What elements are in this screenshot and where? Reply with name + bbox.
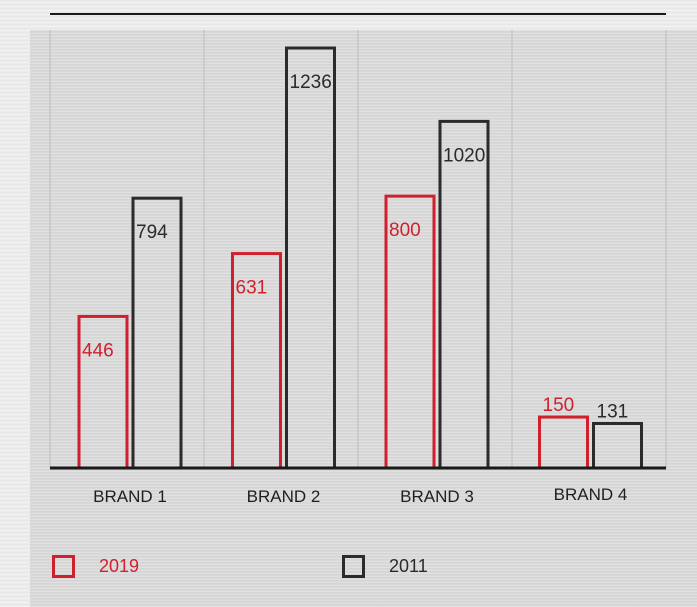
value-label-series-2-cat-4: 131	[597, 401, 629, 422]
legend-item-series-1: 2019	[52, 555, 139, 578]
legend-label-series-2: 2011	[389, 556, 428, 576]
bar-series-2-cat-4	[592, 421, 643, 470]
legend-item-series-2: 2011	[342, 555, 428, 578]
value-label-series-1-cat-1: 446	[82, 340, 114, 361]
bar-series-2-cat-3	[438, 119, 490, 470]
bar-series-2-cat-2	[285, 46, 336, 470]
data-labels: 446 794 631 1236 800 1020 150 131	[82, 72, 628, 422]
value-label-series-2-cat-3: 1020	[443, 145, 485, 166]
chart-panel	[30, 30, 697, 607]
value-label-series-2-cat-2: 1236	[290, 72, 332, 93]
legend-label-series-1: 2019	[99, 556, 140, 576]
value-label-series-1-cat-2: 631	[236, 278, 268, 299]
bars	[77, 46, 643, 470]
value-label-series-2-cat-1: 794	[136, 222, 168, 243]
value-label-series-1-cat-4: 150	[543, 395, 575, 416]
legend: 2019 2011	[52, 555, 652, 583]
category-labels: BRAND 1 BRAND 2 BRAND 3 BRAND 4	[93, 485, 627, 506]
value-label-series-1-cat-3: 800	[389, 220, 421, 241]
bar-series-1-cat-4	[538, 415, 589, 470]
legend-swatch-series-2	[342, 555, 365, 578]
category-label-4: BRAND 4	[554, 485, 628, 504]
category-label-1: BRAND 1	[93, 487, 167, 506]
grid-lines	[49, 30, 667, 468]
legend-swatch-series-1	[52, 555, 75, 578]
bar-series-1-cat-1	[77, 314, 129, 470]
category-label-3: BRAND 3	[400, 487, 474, 506]
category-label-2: BRAND 2	[247, 487, 321, 506]
